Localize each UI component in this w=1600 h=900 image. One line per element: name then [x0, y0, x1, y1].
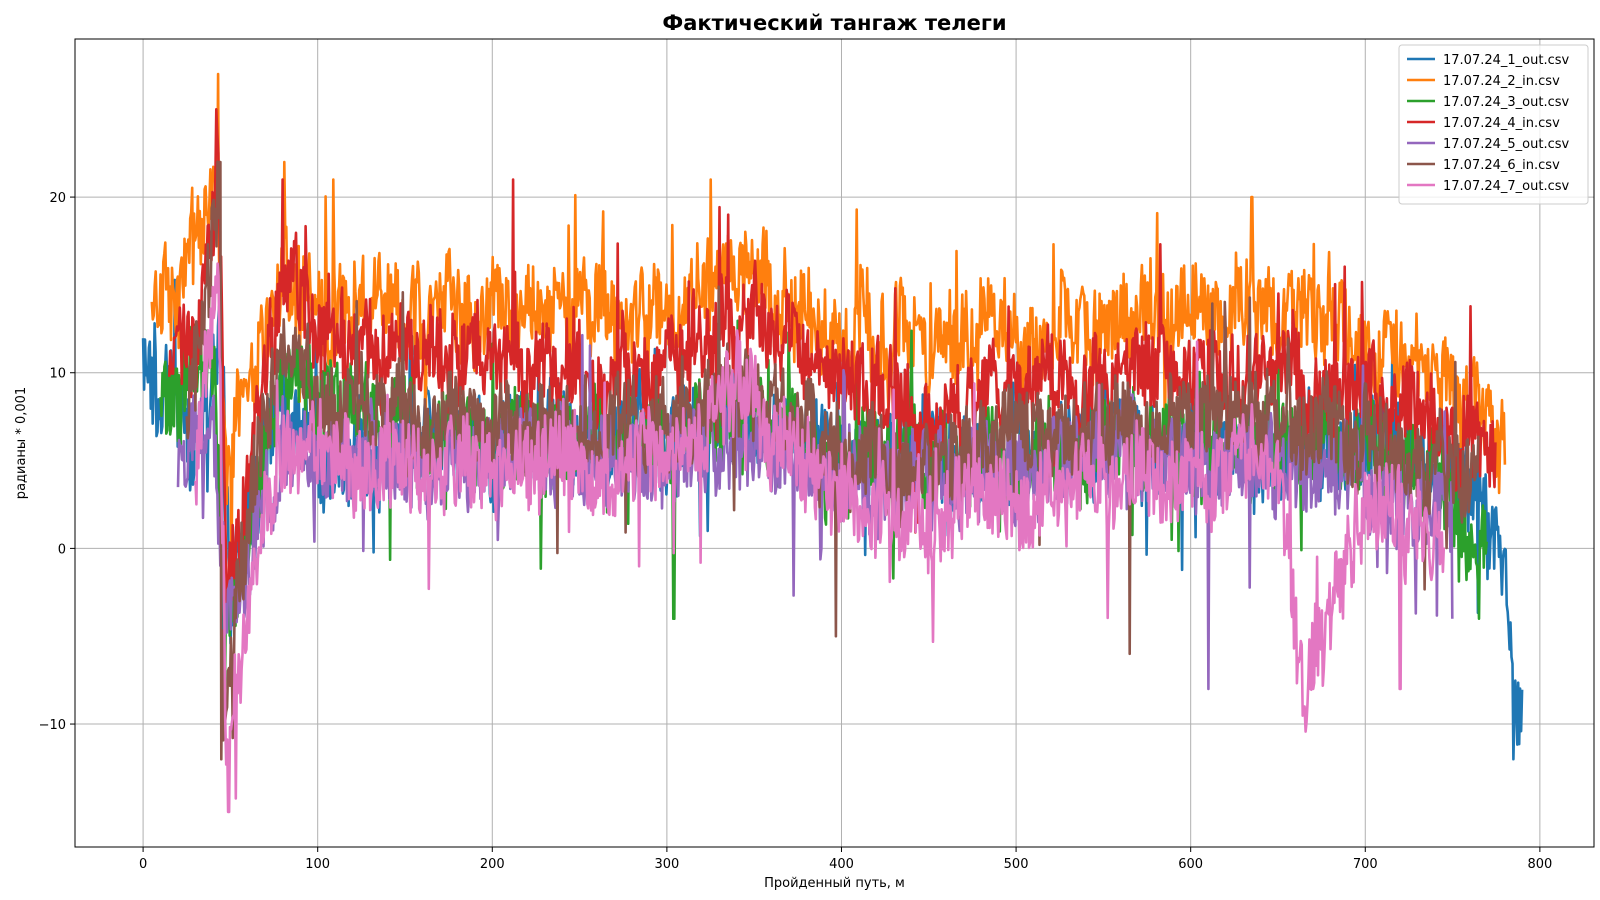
x-tick-label: 100: [305, 857, 330, 872]
x-tick-label: 0: [139, 857, 147, 872]
x-tick-label: 500: [1004, 857, 1029, 872]
legend-entry: 17.07.24_7_out.csv: [1443, 179, 1570, 194]
legend-entry: 17.07.24_1_out.csv: [1443, 53, 1570, 68]
legend-entry: 17.07.24_4_in.csv: [1443, 116, 1560, 131]
x-tick-label: 400: [829, 857, 854, 872]
y-tick-label: −10: [39, 718, 66, 733]
y-axis-label: радианы * 0,001: [14, 387, 29, 499]
series-line-7: [194, 262, 1446, 814]
y-tick-label: 20: [49, 191, 66, 206]
legend-entry: 17.07.24_5_out.csv: [1443, 137, 1570, 152]
x-tick-label: 300: [654, 857, 679, 872]
y-tick-label: 0: [58, 542, 66, 557]
series-line-6: [185, 160, 1480, 761]
chart-title: Фактический тангаж телеги: [662, 11, 1006, 35]
y-tick-label: 10: [49, 367, 66, 382]
x-tick-label: 600: [1178, 857, 1203, 872]
legend-entry: 17.07.24_3_out.csv: [1443, 95, 1570, 110]
legend-entry: 17.07.24_2_in.csv: [1443, 74, 1560, 89]
plot-frame: [74, 38, 1595, 848]
x-tick-label: 800: [1527, 857, 1552, 872]
legend: 17.07.24_1_out.csv 17.07.24_2_in.csv 17.07…: [1398, 44, 1589, 205]
plot-lines: [141, 72, 1524, 814]
legend-box: [1398, 44, 1589, 205]
axis-ticks: 0 100 200 300 400 500 600 700 800 −10 0 10 20: [39, 191, 1553, 872]
x-tick-label: 700: [1353, 857, 1378, 872]
x-tick-label: 200: [480, 857, 505, 872]
x-axis-label: Пройденный путь, м: [764, 876, 905, 891]
legend-entry: 17.07.24_6_in.csv: [1443, 158, 1560, 173]
